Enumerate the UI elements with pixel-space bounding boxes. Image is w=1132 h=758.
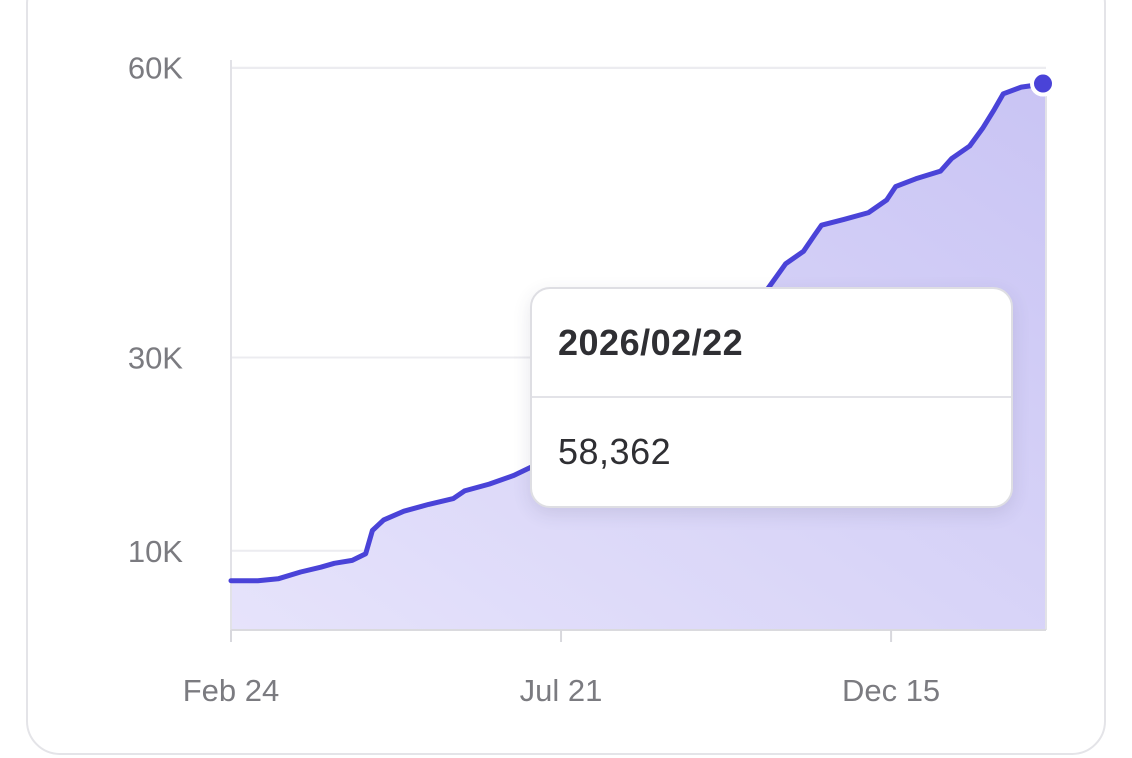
highlight-point[interactable] bbox=[1030, 70, 1056, 97]
y-tick-label: 10K bbox=[128, 534, 183, 569]
tooltip: 2026/02/22 58,362 bbox=[530, 287, 1013, 508]
x-tick-label: Jul 21 bbox=[520, 673, 603, 708]
x-tick-label: Feb 24 bbox=[183, 673, 280, 708]
y-tick-label: 30K bbox=[128, 341, 183, 376]
x-tick-label: Dec 15 bbox=[842, 673, 940, 708]
axes bbox=[230, 60, 1047, 642]
tooltip-date: 2026/02/22 bbox=[532, 289, 1011, 398]
y-tick-label: 60K bbox=[128, 51, 183, 86]
tooltip-value: 58,362 bbox=[558, 431, 672, 472]
tick-labels: 10K 30K 60K Feb 24 Jul 21 Dec 15 bbox=[128, 51, 940, 708]
